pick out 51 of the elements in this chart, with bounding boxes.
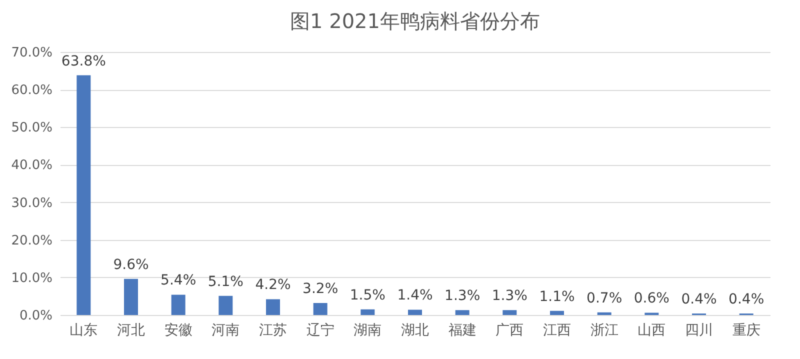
data-label: 0.7%: [586, 290, 622, 306]
bar: [171, 294, 186, 315]
x-tick-label: 河北: [117, 322, 145, 338]
x-tick-label: 河南: [212, 322, 240, 338]
data-label: 0.4%: [728, 291, 764, 308]
x-tick-label: 江苏: [259, 322, 287, 338]
x-tick-label: 山西: [638, 322, 666, 338]
bar: [360, 309, 375, 315]
y-tick-label: 50.0%: [11, 120, 52, 136]
x-tick-label: 湖南: [354, 322, 382, 338]
bar: [455, 310, 470, 315]
data-label: 1.5%: [350, 287, 386, 304]
y-tick-label: 40.0%: [11, 158, 52, 174]
chart-title: 图1 2021年鸭病料省份分布: [290, 9, 540, 33]
x-tick-label: 广西: [496, 322, 524, 338]
y-tick-label: 70.0%: [11, 46, 52, 60]
y-tick-label: 0.0%: [19, 308, 52, 324]
bar: [408, 310, 422, 315]
bar: [502, 310, 517, 315]
y-tick-label: 60.0%: [11, 83, 52, 98]
y-tick-label: 10.0%: [11, 270, 52, 286]
x-tick-label: 重庆: [732, 322, 760, 338]
data-label: 5.4%: [160, 272, 196, 289]
x-tick-label: 四川: [685, 322, 713, 338]
data-label: 4.2%: [255, 277, 291, 294]
data-label: 1.3%: [492, 288, 528, 304]
data-label: 5.1%: [208, 274, 244, 290]
data-label: 9.6%: [113, 256, 149, 273]
x-tick-label: 辽宁: [306, 322, 334, 338]
bar: [597, 312, 612, 315]
bar: [550, 310, 564, 315]
y-tick-label: 30.0%: [11, 196, 52, 211]
x-tick-label: 浙江: [590, 322, 618, 338]
bar: [313, 302, 328, 315]
x-tick-label: 福建: [448, 322, 476, 338]
x-tick-label: 安徽: [164, 322, 192, 338]
bar: [124, 278, 138, 315]
bar: [266, 299, 280, 315]
data-label: 3.2%: [302, 280, 338, 297]
y-tick-label: 20.0%: [11, 233, 52, 248]
bar: [218, 296, 233, 315]
data-label: 0.6%: [634, 290, 670, 307]
data-label: 1.1%: [539, 288, 575, 305]
data-label: 0.4%: [681, 291, 717, 308]
data-label: 1.4%: [397, 288, 433, 304]
data-label: 1.3%: [444, 288, 480, 304]
x-tick-label: 山东: [70, 322, 98, 338]
data-label: 63.8%: [61, 53, 106, 70]
x-tick-label: 湖北: [401, 322, 429, 338]
bar: [76, 75, 91, 315]
x-tick-label: 江西: [543, 322, 571, 338]
